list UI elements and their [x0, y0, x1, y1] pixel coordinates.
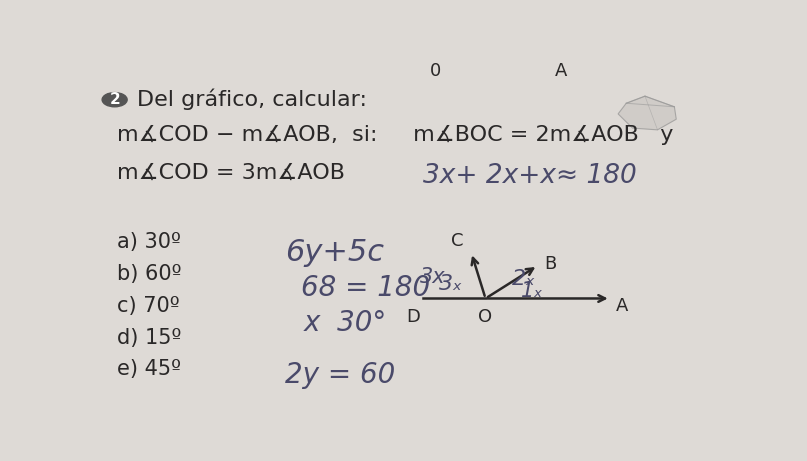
Text: a) 30º: a) 30º — [116, 232, 181, 252]
Text: c) 70º: c) 70º — [116, 296, 179, 316]
Text: b) 60º: b) 60º — [116, 264, 181, 284]
Text: 3ₓ: 3ₓ — [439, 274, 463, 294]
Text: Del gráfico, calcular:: Del gráfico, calcular: — [137, 89, 367, 111]
Text: m∡COD − m∡AOB,  si:     m∡BOC = 2m∡AOB   y: m∡COD − m∡AOB, si: m∡BOC = 2m∡AOB y — [116, 125, 673, 145]
Text: B: B — [544, 255, 556, 273]
Text: 2y = 60: 2y = 60 — [286, 361, 395, 389]
Text: A: A — [616, 297, 628, 315]
Text: 3x: 3x — [420, 267, 445, 287]
Text: O: O — [479, 308, 492, 326]
Text: 2ₓ: 2ₓ — [512, 269, 537, 289]
Text: A: A — [554, 62, 567, 80]
Text: 6y+5c: 6y+5c — [286, 238, 384, 267]
Text: 3x+ 2x+x≈ 180: 3x+ 2x+x≈ 180 — [423, 163, 637, 189]
Text: C: C — [451, 232, 464, 250]
Text: m∡COD = 3m∡AOB: m∡COD = 3m∡AOB — [116, 162, 345, 183]
Polygon shape — [618, 96, 676, 130]
Text: e) 45º: e) 45º — [116, 360, 181, 379]
Text: 1ₓ: 1ₓ — [521, 281, 544, 301]
Text: 2: 2 — [109, 92, 120, 107]
Text: D: D — [406, 308, 420, 326]
Text: 0: 0 — [430, 62, 441, 80]
Text: d) 15º: d) 15º — [116, 327, 181, 348]
Text: x  30°: x 30° — [304, 309, 387, 337]
Text: 68 = 180: 68 = 180 — [301, 274, 430, 302]
Circle shape — [102, 93, 128, 107]
